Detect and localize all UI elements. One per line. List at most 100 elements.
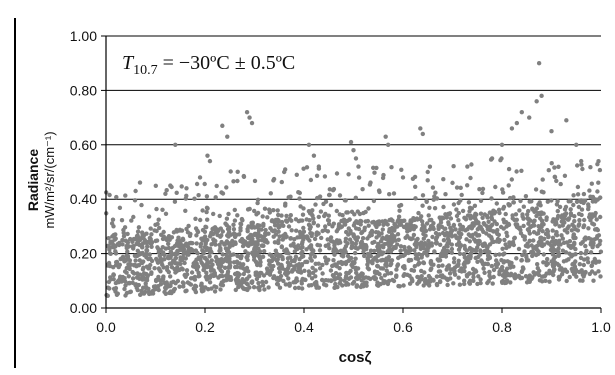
data-point [395, 262, 401, 267]
outlier-point-27 [356, 164, 361, 169]
data-point [557, 267, 563, 272]
data-point [519, 268, 525, 274]
data-point [183, 274, 188, 279]
data-point [341, 248, 347, 253]
data-point [179, 266, 184, 271]
data-point [188, 246, 193, 252]
outlier-point-25 [351, 148, 356, 153]
data-point [434, 281, 440, 287]
data-point [309, 276, 315, 281]
data-point [541, 252, 546, 257]
data-point [276, 222, 281, 228]
outlier-point-33 [465, 164, 470, 169]
data-point [308, 243, 314, 248]
data-point [338, 248, 344, 253]
data-point [534, 271, 539, 276]
data-point [540, 229, 545, 234]
data-point [527, 275, 533, 281]
data-point [589, 269, 595, 274]
data-point [477, 252, 483, 257]
data-point [126, 244, 132, 249]
data-point [301, 225, 306, 231]
data-point [326, 221, 332, 227]
data-point [167, 237, 172, 242]
data-point [348, 268, 353, 274]
data-point [458, 227, 463, 232]
data-point [354, 270, 359, 275]
data-point [314, 232, 319, 238]
data-point [311, 221, 316, 226]
data-point [403, 235, 408, 240]
data-point [591, 196, 596, 201]
data-point [138, 292, 143, 297]
data-point [297, 196, 302, 201]
data-point [379, 275, 384, 281]
data-point [326, 257, 331, 262]
data-point [396, 237, 401, 242]
outlier-point-7 [549, 129, 554, 134]
data-point [253, 243, 258, 248]
data-point [123, 238, 128, 243]
data-point [589, 237, 594, 242]
data-point [162, 257, 167, 262]
data-point [478, 211, 484, 216]
data-point [182, 260, 187, 266]
data-point [262, 206, 268, 211]
data-point [320, 228, 325, 234]
data-point [198, 217, 203, 223]
data-point [457, 235, 463, 240]
data-point [297, 229, 303, 235]
data-point [316, 214, 321, 220]
data-point [335, 249, 340, 254]
data-point [503, 220, 509, 225]
data-point [533, 187, 539, 192]
outlier-point-1 [539, 93, 544, 99]
data-point [517, 208, 522, 213]
data-point [525, 244, 531, 249]
data-point [502, 251, 507, 256]
data-point [451, 260, 457, 265]
data-point [437, 258, 442, 263]
data-point [124, 265, 129, 271]
data-point [223, 241, 228, 246]
data-point [581, 262, 586, 268]
data-point [121, 227, 126, 233]
data-point [448, 276, 453, 281]
data-point [366, 223, 371, 228]
data-point [589, 181, 594, 186]
data-point [352, 250, 358, 256]
data-point [545, 231, 550, 237]
data-point [326, 242, 331, 247]
data-point [332, 245, 337, 251]
data-point [524, 258, 529, 263]
data-point [119, 218, 125, 223]
data-point [343, 236, 349, 241]
data-point [261, 221, 266, 227]
data-point [320, 271, 325, 276]
data-point [205, 217, 210, 222]
data-point [503, 242, 508, 247]
data-point [454, 185, 460, 190]
data-point [288, 262, 293, 268]
data-point [401, 283, 406, 288]
data-point [233, 287, 238, 293]
data-point [154, 256, 159, 262]
data-point [473, 239, 478, 244]
outlier-point-12 [244, 109, 250, 115]
data-point [354, 283, 360, 288]
data-point [595, 189, 600, 194]
data-point [512, 272, 518, 277]
data-point [521, 223, 526, 229]
data-point [279, 222, 284, 228]
data-point [544, 217, 549, 222]
data-point [505, 259, 510, 264]
data-point [572, 240, 577, 246]
data-point [486, 219, 491, 224]
data-point [409, 267, 414, 273]
data-point [347, 217, 352, 222]
data-point [464, 248, 469, 253]
data-point [132, 262, 137, 267]
data-point [383, 219, 388, 224]
outlier-point-13 [247, 115, 252, 120]
